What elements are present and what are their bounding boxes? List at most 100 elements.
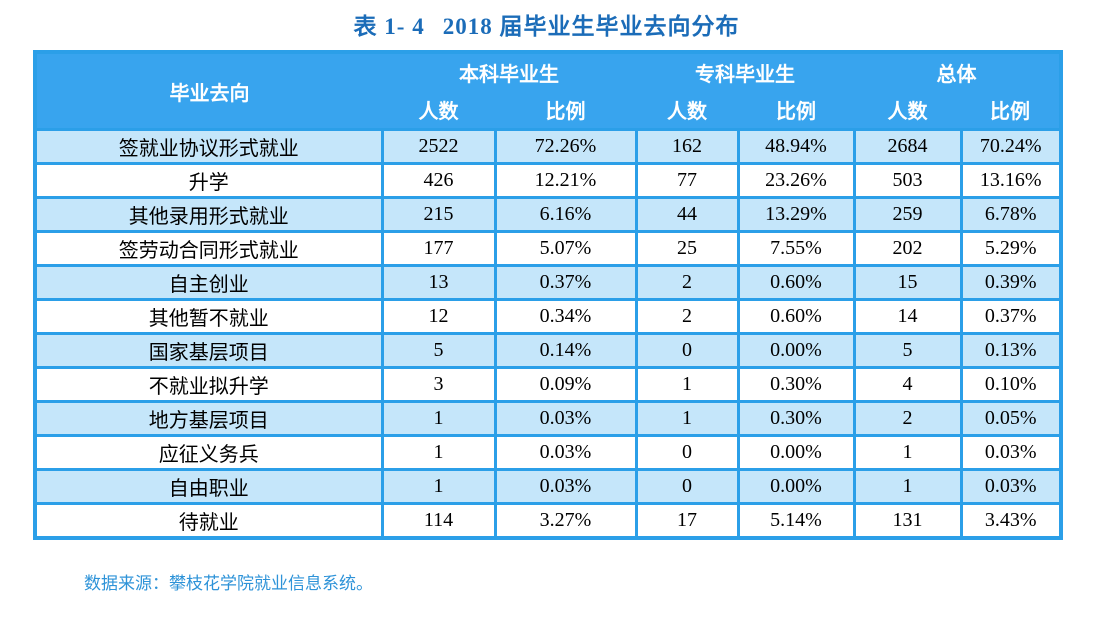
jc-ratio-cell: 0.00% [736,468,856,505]
header-jc-ratio: 比例 [738,91,854,130]
jc-ratio-cell: 48.94% [736,128,856,165]
row-label: 不就业拟升学 [33,366,384,403]
total-count-cell: 2 [852,400,963,437]
jc-ratio-cell: 0.30% [736,366,856,403]
ug-count-cell: 3 [380,366,497,403]
jc-count-cell: 2 [634,264,740,301]
table-body: 签就业协议形式就业 2522 72.26% 162 48.94% 2684 70… [33,128,1063,540]
jc-count-cell: 1 [634,400,740,437]
row-label: 签劳动合同形式就业 [33,230,384,267]
jc-ratio-cell: 0.30% [736,400,856,437]
ug-count-cell: 426 [380,162,497,199]
total-ratio-cell: 0.03% [959,434,1063,471]
header-group-overall: 总体 [854,52,1061,91]
ug-count-cell: 1 [380,400,497,437]
ug-count-cell: 215 [380,196,497,233]
jc-ratio-cell: 0.00% [736,332,856,369]
jc-count-cell: 1 [634,366,740,403]
table-row: 待就业 114 3.27% 17 5.14% 131 3.43% [33,502,1063,540]
jc-count-cell: 0 [634,332,740,369]
ug-count-cell: 5 [380,332,497,369]
row-label: 其他录用形式就业 [33,196,384,233]
total-count-cell: 5 [852,332,963,369]
total-ratio-cell: 0.10% [959,366,1063,403]
total-count-cell: 1 [852,468,963,505]
row-label: 自由职业 [33,468,384,505]
header-total-count: 人数 [854,91,961,130]
row-label: 应征义务兵 [33,434,384,471]
ug-count-cell: 12 [380,298,497,335]
table-row: 不就业拟升学 3 0.09% 1 0.30% 4 0.10% [33,366,1063,403]
jc-count-cell: 0 [634,434,740,471]
ug-count-cell: 177 [380,230,497,267]
total-ratio-cell: 13.16% [959,162,1063,199]
total-ratio-cell: 0.37% [959,298,1063,335]
ug-ratio-cell: 0.03% [493,400,638,437]
header-sub-row: 人数 比例 人数 比例 人数 比例 [35,91,1061,130]
ug-ratio-cell: 0.09% [493,366,638,403]
ug-ratio-cell: 3.27% [493,502,638,540]
row-label: 国家基层项目 [33,332,384,369]
total-count-cell: 14 [852,298,963,335]
total-ratio-cell: 70.24% [959,128,1063,165]
jc-ratio-cell: 0.60% [736,298,856,335]
jc-count-cell: 44 [634,196,740,233]
header-ug-count: 人数 [382,91,495,130]
table-number: 表 1- 4 [353,14,425,39]
data-source-note: 数据来源：攀枝花学院就业信息系统。 [84,574,373,593]
total-count-cell: 131 [852,502,963,540]
ug-ratio-cell: 0.14% [493,332,638,369]
total-count-cell: 2684 [852,128,963,165]
total-ratio-cell: 6.78% [959,196,1063,233]
jc-count-cell: 17 [634,502,740,540]
ug-count-cell: 1 [380,468,497,505]
row-label: 地方基层项目 [33,400,384,437]
page-title: 表 1- 4 2018 届毕业生毕业去向分布 [0,0,1093,41]
table-caption: 2018 届毕业生毕业去向分布 [442,14,740,39]
table-row: 其他录用形式就业 215 6.16% 44 13.29% 259 6.78% [33,196,1063,233]
ug-ratio-cell: 5.07% [493,230,638,267]
jc-count-cell: 25 [634,230,740,267]
row-label: 待就业 [33,502,384,540]
header-total-ratio: 比例 [961,91,1061,130]
ug-ratio-cell: 12.21% [493,162,638,199]
jc-ratio-cell: 23.26% [736,162,856,199]
row-label: 其他暂不就业 [33,298,384,335]
jc-count-cell: 162 [634,128,740,165]
table-row: 应征义务兵 1 0.03% 0 0.00% 1 0.03% [33,434,1063,471]
total-ratio-cell: 0.05% [959,400,1063,437]
table-row: 其他暂不就业 12 0.34% 2 0.60% 14 0.37% [33,298,1063,335]
jc-ratio-cell: 0.60% [736,264,856,301]
row-label: 自主创业 [33,264,384,301]
total-ratio-cell: 5.29% [959,230,1063,267]
table-row: 国家基层项目 5 0.14% 0 0.00% 5 0.13% [33,332,1063,369]
header-ug-ratio: 比例 [495,91,636,130]
total-count-cell: 1 [852,434,963,471]
total-ratio-cell: 3.43% [959,502,1063,540]
header-group-undergraduate: 本科毕业生 [382,52,636,91]
total-ratio-cell: 0.13% [959,332,1063,369]
table-row: 自由职业 1 0.03% 0 0.00% 1 0.03% [33,468,1063,505]
ug-count-cell: 1 [380,434,497,471]
ug-count-cell: 13 [380,264,497,301]
total-ratio-cell: 0.39% [959,264,1063,301]
row-label: 升学 [33,162,384,199]
total-ratio-cell: 0.03% [959,468,1063,505]
header-destination: 毕业去向 [35,52,382,130]
total-count-cell: 259 [852,196,963,233]
ug-count-cell: 114 [380,502,497,540]
total-count-cell: 503 [852,162,963,199]
table-row: 自主创业 13 0.37% 2 0.60% 15 0.39% [33,264,1063,301]
ug-ratio-cell: 0.34% [493,298,638,335]
total-count-cell: 202 [852,230,963,267]
header-group-junior-college: 专科毕业生 [636,52,854,91]
table-row: 升学 426 12.21% 77 23.26% 503 13.16% [33,162,1063,199]
total-count-cell: 15 [852,264,963,301]
jc-ratio-cell: 13.29% [736,196,856,233]
table-row: 签劳动合同形式就业 177 5.07% 25 7.55% 202 5.29% [33,230,1063,267]
jc-count-cell: 2 [634,298,740,335]
jc-ratio-cell: 0.00% [736,434,856,471]
ug-ratio-cell: 6.16% [493,196,638,233]
ug-ratio-cell: 0.03% [493,468,638,505]
graduate-destination-table: 毕业去向 本科毕业生 专科毕业生 总体 人数 比例 人数 比例 人数 比例 签就… [33,50,1063,540]
